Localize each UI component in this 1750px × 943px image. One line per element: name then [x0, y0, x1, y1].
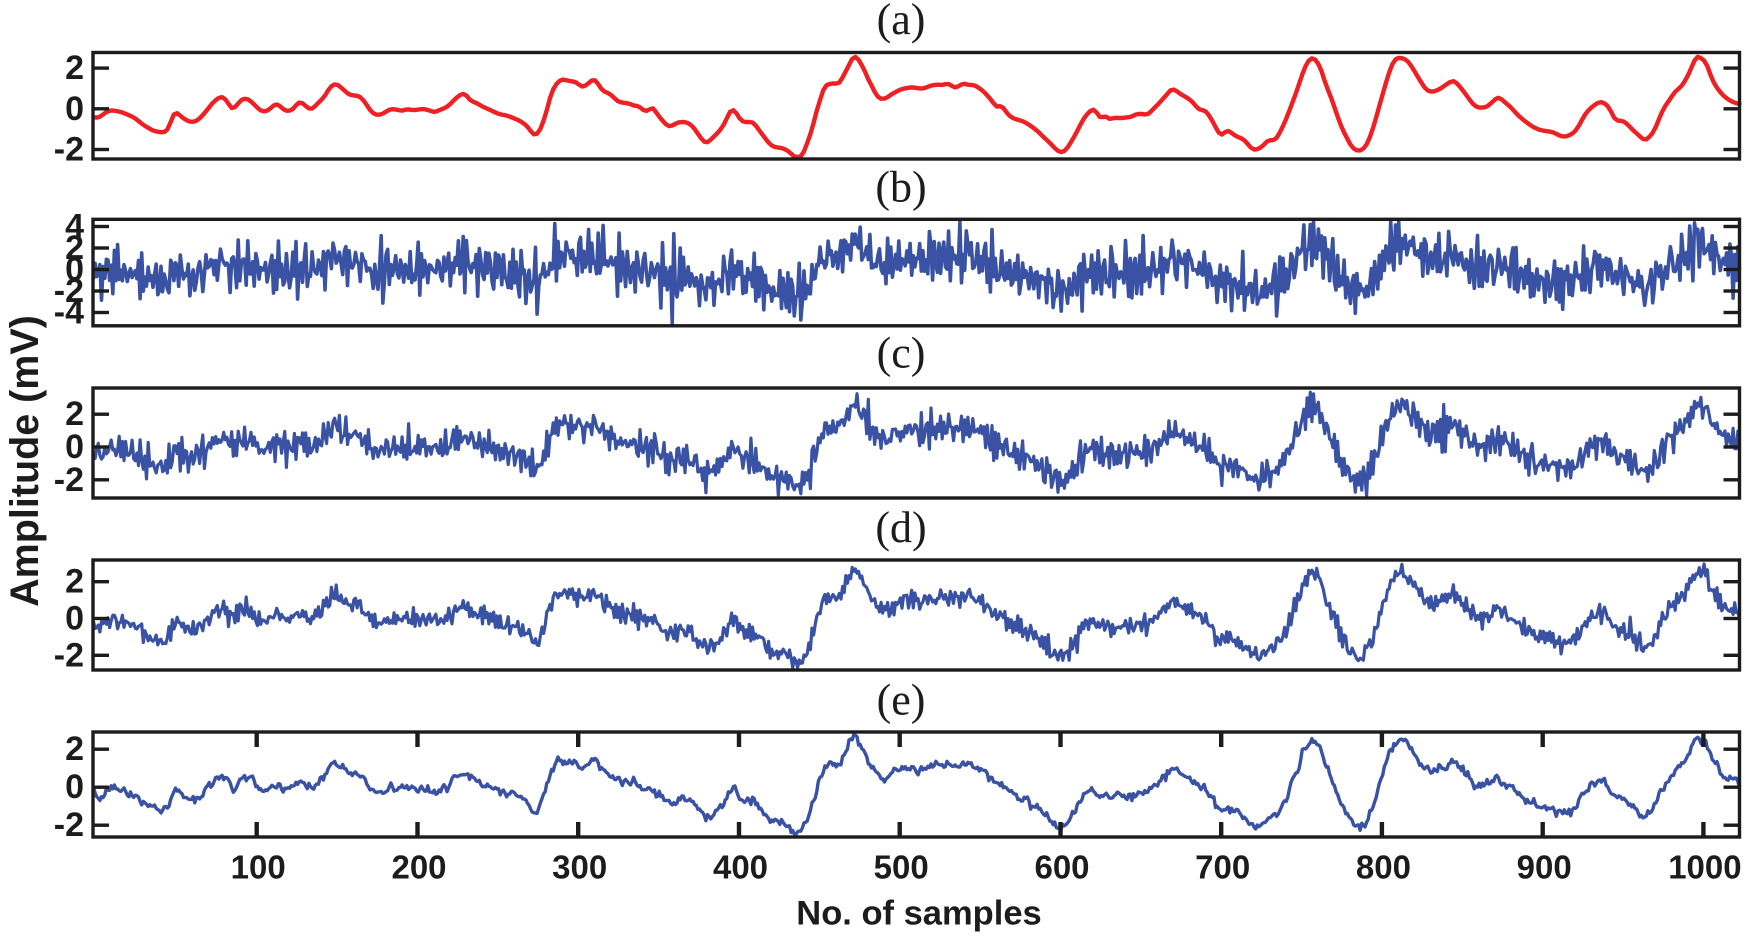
svg-text:(b): (b)	[875, 162, 926, 211]
svg-text:1000: 1000	[1668, 849, 1741, 886]
svg-text:0: 0	[65, 90, 84, 128]
svg-text:(c): (c)	[877, 329, 926, 378]
svg-text:100: 100	[231, 849, 286, 886]
svg-text:2: 2	[65, 229, 84, 267]
svg-text:(a): (a)	[877, 0, 926, 44]
svg-text:No. of samples: No. of samples	[796, 895, 1041, 933]
svg-text:2: 2	[65, 395, 84, 433]
svg-text:400: 400	[713, 849, 768, 886]
svg-text:2: 2	[65, 563, 84, 601]
svg-text:(e): (e)	[877, 675, 926, 724]
svg-text:700: 700	[1195, 849, 1250, 886]
svg-text:0: 0	[65, 251, 84, 289]
svg-text:2: 2	[65, 730, 84, 768]
svg-text:600: 600	[1034, 849, 1089, 886]
svg-text:2: 2	[65, 49, 84, 87]
svg-text:0: 0	[65, 428, 84, 466]
svg-text:200: 200	[391, 849, 446, 886]
svg-text:-2: -2	[54, 636, 84, 674]
svg-text:-2: -2	[54, 806, 84, 844]
svg-text:0: 0	[65, 600, 84, 638]
svg-text:900: 900	[1517, 849, 1572, 886]
svg-text:-2: -2	[54, 272, 84, 310]
svg-text:0: 0	[65, 768, 84, 806]
svg-text:-2: -2	[54, 131, 84, 169]
svg-text:300: 300	[552, 849, 607, 886]
svg-text:-2: -2	[54, 461, 84, 499]
svg-text:(d): (d)	[875, 503, 926, 552]
svg-text:500: 500	[874, 849, 929, 886]
svg-text:800: 800	[1356, 849, 1411, 886]
svg-text:4: 4	[65, 208, 84, 246]
svg-text:-4: -4	[54, 294, 84, 332]
svg-text:Amplitude (mV): Amplitude (mV)	[3, 315, 47, 607]
